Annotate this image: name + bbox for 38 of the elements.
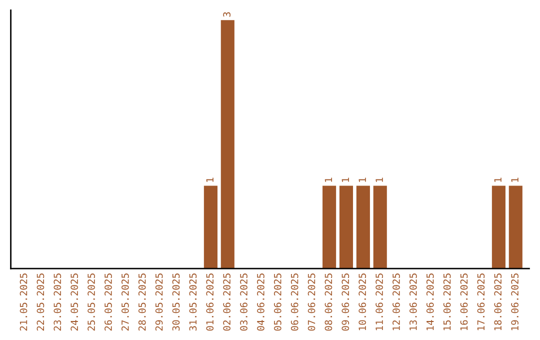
x-tick-label: 09.06.2025 [342, 274, 350, 331]
x-tick-label: 17.06.2025 [477, 274, 485, 330]
data-label: 1 [342, 178, 349, 182]
x-tick-label: 06.06.2025 [290, 274, 298, 331]
x-tick-label: 07.06.2025 [308, 274, 316, 331]
x-tick-label: 27.05.2025 [121, 274, 129, 331]
x-tick-label: 15.06.2025 [443, 274, 451, 330]
data-label: 1 [324, 178, 332, 182]
x-tick-label: 01.06.2025 [206, 274, 214, 331]
x-tick-label: 25.05.2025 [88, 274, 95, 331]
x-tick-label: 21.05.2025 [20, 274, 28, 331]
x-tick-label: 11.06.2025 [376, 274, 383, 330]
x-tick-label: 19.06.2025 [511, 274, 518, 330]
x-tick-label: 10.06.2025 [358, 274, 366, 330]
data-label: 1 [494, 178, 502, 182]
x-tick-label: 13.06.2025 [409, 274, 417, 330]
x-tick-label: 29.05.2025 [155, 274, 163, 331]
data-label: 3 [223, 12, 230, 17]
data-label: 1 [511, 178, 518, 182]
data-label: 1 [206, 178, 214, 182]
x-tick-label: 26.05.2025 [104, 274, 112, 331]
x-tick-label: 04.06.2025 [257, 274, 264, 331]
data-label: 1 [358, 178, 366, 182]
x-tick-label: 28.05.2025 [138, 274, 146, 331]
x-tick-label: 12.06.2025 [392, 274, 400, 330]
x-tick-label: 08.06.2025 [324, 274, 332, 331]
x-tick-label: 02.06.2025 [223, 274, 230, 331]
x-tick-label: 16.06.2025 [460, 274, 468, 330]
x-tick-label: 22.05.2025 [36, 274, 44, 331]
x-tick-label: 24.05.2025 [70, 274, 78, 331]
data-label: 1 [376, 178, 383, 182]
x-tick-label: 23.05.2025 [54, 274, 62, 331]
x-tick-label: 05.06.2025 [274, 274, 282, 331]
x-tick-label: 31.05.2025 [189, 274, 197, 331]
x-tick-label: 14.06.2025 [426, 274, 434, 330]
x-tick-label: 18.06.2025 [494, 274, 502, 330]
x-tick-label: 30.05.2025 [172, 274, 180, 331]
x-tick-label: 03.06.2025 [240, 274, 248, 331]
